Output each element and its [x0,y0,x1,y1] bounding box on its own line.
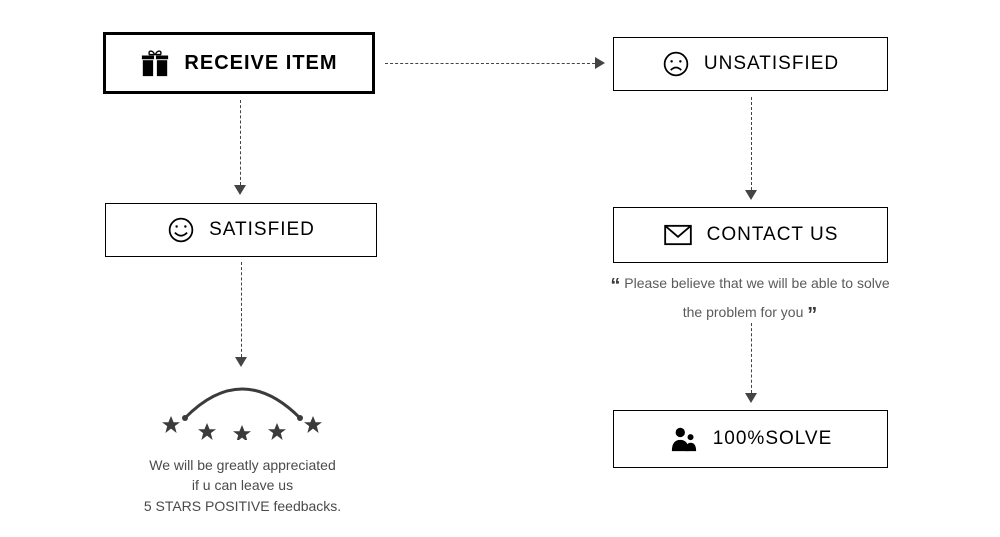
arrow-receive-to-unsatisfied [385,63,595,64]
feedback-line3: 5 STARS POSITIVE feedbacks. [144,498,341,514]
open-quote-icon: “ [610,275,620,297]
arrowhead [595,57,605,69]
envelope-icon [663,224,693,246]
arrowhead [745,190,757,200]
node-label: SATISFIED [209,219,315,241]
arrow-unsatisfied-to-contact [751,97,752,190]
people-icon [669,425,699,453]
feedback-caption: We will be greatly appreciated if u can … [105,455,380,516]
arrowhead [745,393,757,403]
feedback-line2: if u can leave us [192,477,293,493]
close-quote-icon: ” [807,304,817,326]
node-label: CONTACT US [707,224,839,246]
node-contact-us: CONTACT US [613,207,888,263]
arrowhead [235,357,247,367]
happy-face-icon [167,216,195,244]
node-label: UNSATISFIED [704,53,839,75]
contact-quote: “ Please believe that we will be able to… [600,272,900,330]
node-receive-item: RECEIVE ITEM [103,32,375,94]
node-satisfied: SATISFIED [105,203,377,257]
sad-face-icon [662,50,690,78]
stars-arc-icon [155,370,330,440]
node-solve: 100%SOLVE [613,410,888,468]
arrow-contact-to-solve [751,323,752,393]
arrow-satisfied-to-stars [241,262,242,357]
feedback-line1: We will be greatly appreciated [149,457,336,473]
arrow-receive-to-satisfied [240,100,241,185]
node-label: RECEIVE ITEM [184,52,337,75]
gift-icon [140,48,170,78]
stars-rating-graphic [155,370,330,445]
node-label: 100%SOLVE [713,428,833,450]
quote-text: Please believe that we will be able to s… [624,275,889,320]
arrowhead [234,185,246,195]
node-unsatisfied: UNSATISFIED [613,37,888,91]
